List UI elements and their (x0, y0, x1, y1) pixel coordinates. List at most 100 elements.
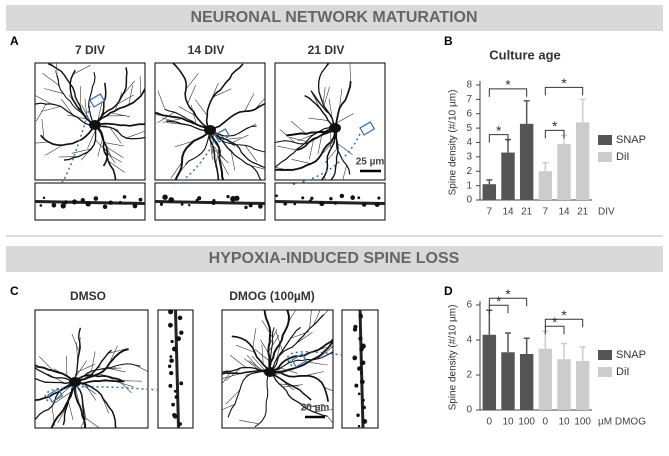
spine (363, 406, 366, 409)
spine (358, 337, 362, 341)
spine (160, 203, 163, 206)
spine (350, 195, 355, 200)
spine (108, 200, 112, 204)
spine (64, 200, 68, 204)
dendrite (8, 336, 20, 352)
dendrite (20, 367, 36, 379)
bar (520, 124, 533, 200)
significance-label: * (552, 118, 558, 134)
spine (168, 365, 171, 368)
x-tick-label: 21 (521, 207, 533, 218)
scale-bar-label: 25 µm (356, 157, 385, 168)
spine (162, 194, 167, 199)
image-label: DMOG (100µM) (229, 289, 315, 303)
spine (175, 395, 179, 399)
x-axis-label: µM DMOG (598, 417, 646, 428)
soma (69, 377, 81, 387)
spine (362, 203, 366, 207)
image-label: 14 DIV (188, 43, 225, 57)
bar (483, 184, 496, 200)
spine (119, 201, 122, 204)
spine (352, 356, 357, 361)
spine (169, 371, 173, 375)
spine (360, 379, 365, 384)
spine (362, 419, 367, 424)
spine (249, 203, 253, 207)
y-tick-label: 5 (466, 123, 472, 134)
legend-label: DiI (616, 366, 629, 378)
section-title: NEURONAL NETWORK MATURATION (190, 9, 477, 26)
x-tick-label: 14 (558, 207, 570, 218)
spine (173, 414, 178, 419)
dendrite (106, 431, 117, 448)
spine (359, 314, 363, 318)
y-tick-label: 4 (466, 137, 472, 148)
bar (501, 153, 514, 200)
spine (86, 201, 91, 206)
bar (557, 144, 570, 200)
y-tick-label: 2 (466, 166, 472, 177)
dendrite (0, 383, 5, 397)
spine (179, 330, 183, 334)
spine (353, 327, 357, 331)
dendrite (125, 443, 138, 451)
spine (377, 196, 380, 199)
spine (357, 196, 360, 199)
legend-swatch (598, 152, 612, 162)
significance-label: * (552, 314, 558, 330)
spine (358, 393, 361, 396)
spine (181, 203, 184, 206)
dendrite (34, 50, 49, 64)
spine (94, 196, 99, 201)
dendrite (0, 348, 17, 349)
bar (539, 349, 552, 410)
y-tick-label: 0 (466, 405, 472, 416)
spine (359, 347, 364, 352)
spine (168, 323, 173, 328)
y-axis-label: Spine density (#/10 µm) (448, 90, 459, 196)
bar (576, 361, 589, 410)
micrograph (35, 310, 148, 428)
spine (354, 384, 358, 388)
spine (176, 336, 181, 341)
significance-label: * (505, 77, 511, 93)
y-tick-label: 3 (466, 152, 472, 163)
y-tick-label: 7 (466, 94, 472, 105)
bar (557, 359, 570, 410)
spine (356, 414, 359, 417)
y-tick-label: 6 (466, 300, 472, 311)
image-label: 7 DIV (75, 43, 105, 57)
bar (576, 122, 589, 200)
dendrite (25, 335, 26, 355)
soma (329, 123, 341, 133)
spine (283, 202, 287, 206)
spine (197, 196, 201, 200)
dendrite (275, 202, 385, 204)
spine (81, 198, 85, 202)
x-tick-label: 7 (543, 207, 549, 218)
bar (501, 352, 514, 410)
spine (294, 203, 297, 206)
legend-label: SNAP (616, 349, 646, 361)
x-tick-label: 14 (502, 207, 514, 218)
spine (358, 425, 360, 427)
spine (188, 204, 190, 206)
legend-swatch (598, 135, 612, 145)
legend-label: SNAP (616, 134, 646, 146)
dendrite (20, 331, 25, 350)
x-tick-label: 100 (574, 417, 591, 428)
spine (170, 340, 173, 343)
spine (169, 355, 172, 358)
spine (301, 196, 304, 199)
panel-label: A (10, 34, 19, 48)
spine (234, 196, 239, 201)
panel-label: C (10, 284, 19, 298)
y-tick-label: 0 (466, 195, 472, 206)
soma (204, 125, 216, 135)
spine (123, 195, 127, 199)
spine (172, 347, 177, 352)
spine (169, 358, 174, 363)
spine (133, 204, 138, 209)
x-tick-label: 21 (577, 207, 589, 218)
spine (244, 206, 247, 209)
